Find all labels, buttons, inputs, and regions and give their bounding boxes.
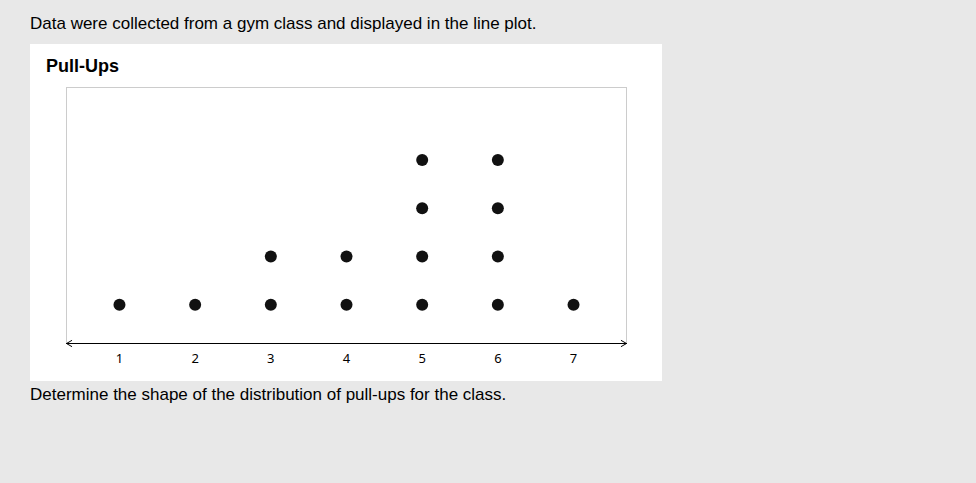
svg-text:2: 2 (191, 349, 198, 367)
svg-text:5: 5 (418, 349, 425, 367)
svg-text:3: 3 (267, 349, 274, 367)
html-text:Determine the shape of the dis: Determine the shape of the distribution … (30, 385, 507, 404)
svg-text:6: 6 (494, 349, 501, 367)
svg-text:7: 7 (570, 349, 577, 367)
html-text:Pull-Ups: Pull-Ups (46, 56, 119, 76)
svg-text:4: 4 (343, 349, 351, 367)
svg-text:1: 1 (116, 349, 123, 367)
html-text:Data were collected from a gym: Data were collected from a gym class and… (30, 14, 537, 33)
